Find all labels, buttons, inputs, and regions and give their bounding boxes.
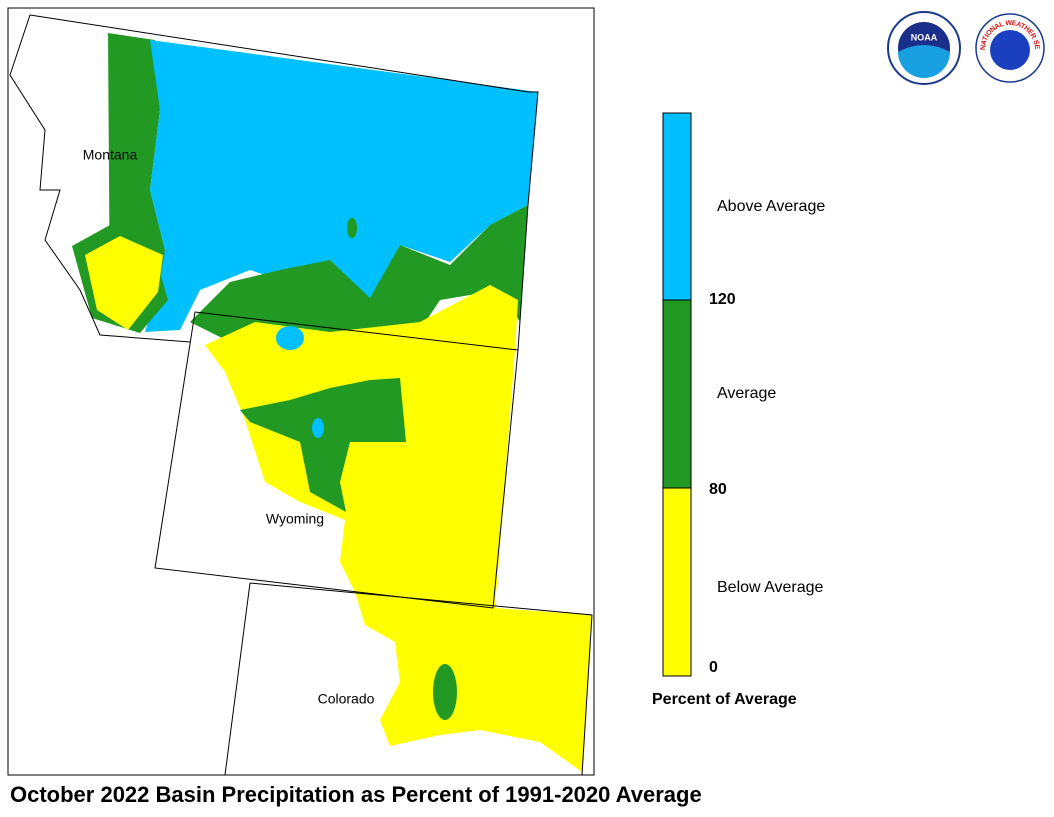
map-regions bbox=[72, 33, 592, 772]
region-average bbox=[190, 205, 528, 352]
noaa-logo: NOAA bbox=[887, 11, 961, 85]
montana-boundary bbox=[9, 14, 191, 343]
region-above-average bbox=[276, 326, 304, 350]
logo-text: NOAA bbox=[911, 32, 938, 42]
map-title: October 2022 Basin Precipitation as Perc… bbox=[10, 782, 702, 807]
wyoming-boundary bbox=[154, 311, 519, 609]
state-label: Colorado bbox=[318, 691, 375, 707]
region-above-average bbox=[145, 40, 538, 332]
legend-label: Below Average bbox=[717, 579, 824, 596]
state-boundaries bbox=[9, 14, 593, 776]
colorado-boundary bbox=[224, 582, 251, 776]
legend-break: 120 bbox=[709, 291, 736, 308]
legend-label: Above Average bbox=[717, 198, 825, 215]
colorado-boundary bbox=[225, 582, 593, 776]
legend: Above Average Average Below Average 120 … bbox=[652, 112, 825, 708]
legend-swatch bbox=[662, 299, 692, 489]
legend-swatch bbox=[662, 487, 692, 677]
legend-break: 80 bbox=[709, 481, 727, 498]
legend-label: Average bbox=[717, 385, 776, 402]
region-average bbox=[240, 378, 406, 512]
state-label: Wyoming bbox=[266, 511, 324, 527]
legend-swatch bbox=[662, 112, 692, 301]
region-average bbox=[347, 218, 357, 238]
legend-break: 0 bbox=[709, 659, 718, 676]
legend-title: Percent of Average bbox=[652, 691, 797, 708]
state-label: Montana bbox=[83, 147, 138, 163]
region-below-average bbox=[85, 236, 163, 330]
region-above-average bbox=[312, 418, 324, 438]
basin-outline bbox=[29, 14, 539, 351]
region-average bbox=[433, 664, 457, 720]
